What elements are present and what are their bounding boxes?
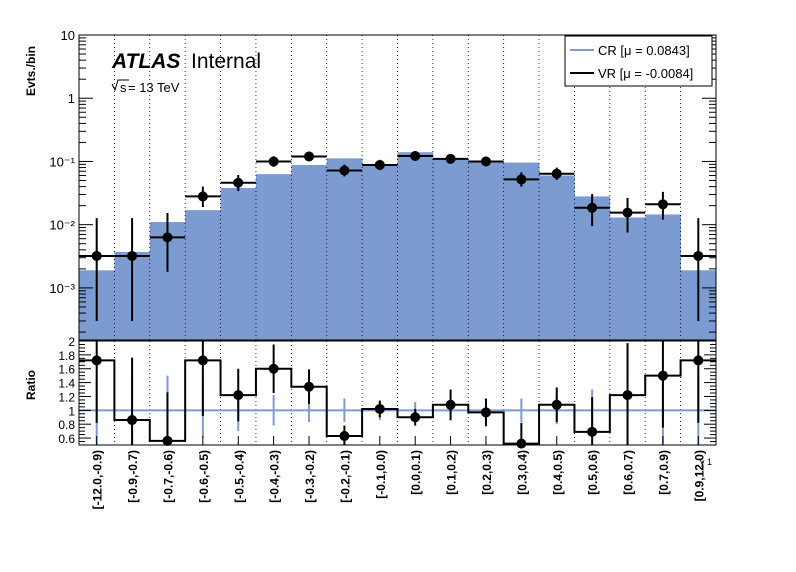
x-tick-label: [0.4,0.5) (551, 450, 565, 495)
x-tick-label: [0.6,0.7) (622, 450, 636, 495)
ratio-point (622, 390, 633, 401)
ratio-point (445, 399, 456, 410)
x-tick-label: [-0.7,-0.6) (161, 450, 175, 503)
vr-point (127, 250, 138, 261)
vr-point (480, 156, 491, 167)
internal-label: Internal (191, 50, 261, 73)
vr-point (551, 168, 562, 179)
cr-bar (645, 214, 682, 340)
cr-bar (220, 188, 257, 340)
x-tick-label: [-0.5,-0.4) (232, 450, 246, 503)
cr-bar (255, 174, 292, 340)
legend-cr-label: CR [μ = 0.0843] (598, 43, 690, 58)
ratio-panel: 0.60.811.21.41.61.82 (58, 335, 717, 449)
x-tick-label: [-0.2,-0.1) (338, 450, 352, 503)
vr-point (339, 165, 350, 176)
legend: CR [μ = 0.0843] VR [μ = -0.0084] (564, 35, 713, 87)
vr-point (693, 250, 704, 261)
ratio-point (374, 403, 385, 414)
x-axis-label: γ 1 (700, 457, 712, 467)
ratio-y-axis-label: Ratio (24, 370, 38, 400)
vr-point (91, 250, 102, 261)
vr-point (445, 153, 456, 164)
ratio-point (551, 399, 562, 410)
ratio-y-tick-label: 1.2 (58, 390, 75, 404)
ratio-y-tick-label: 1.6 (58, 363, 75, 377)
cr-bar (291, 164, 328, 340)
ratio-y-tick-label: 1.4 (58, 377, 75, 391)
vr-point (622, 207, 633, 218)
x-tick-label: [-12.0,-0.9) (91, 450, 105, 509)
vr-point (162, 232, 173, 243)
ratio-y-tick-label: 1.8 (58, 349, 75, 363)
vr-point (587, 202, 598, 213)
vr-point (304, 151, 315, 162)
ratio-y-tick-label: 1 (68, 404, 75, 418)
cr-bar (609, 217, 646, 340)
sqrt-s-text: s (120, 80, 127, 95)
x-tick-label: [0.0,0.1) (409, 450, 423, 495)
vr-point (657, 199, 668, 210)
ratio-point (693, 355, 704, 366)
legend-box (564, 35, 713, 87)
x-tick-label: [0.7,0.9) (657, 450, 671, 495)
ratio-point (587, 426, 598, 437)
y-tick-label: 10⁻² (49, 218, 75, 233)
ratio-point (304, 381, 315, 392)
cr-bar (185, 210, 221, 340)
vr-point (374, 159, 385, 170)
y-tick-label: 10⁻³ (49, 281, 75, 296)
ratio-y-tick-label: 0.8 (58, 418, 75, 432)
cr-bar (539, 175, 575, 340)
cr-bar (432, 158, 469, 340)
energy-label: s = 13 TeV (111, 79, 180, 95)
y-tick-label: 10 (61, 28, 75, 43)
ratio-point (233, 390, 244, 401)
x-tick-label: [-0.1,0.0) (374, 450, 388, 499)
ratio-point (657, 370, 668, 381)
ratio-point (197, 355, 208, 366)
x-tick-label: [0.3,0.4) (515, 450, 529, 495)
cr-bar (362, 165, 398, 340)
vr-point (197, 191, 208, 202)
x-tick-label: [-0.3,-0.2) (303, 450, 317, 503)
ratio-point (410, 412, 421, 423)
cr-bar (397, 152, 434, 340)
x-tick-label: [-0.9,-0.7) (126, 450, 140, 503)
x-tick-label: [-0.6,-0.5) (197, 450, 211, 503)
cr-bar (503, 162, 540, 340)
x-tick-label: [0.2,0.3) (480, 450, 494, 495)
legend-vr-label: VR [μ = -0.0084] (598, 66, 693, 81)
x-tick-label: [0.5,0.6) (586, 450, 600, 495)
main-frame (78, 34, 717, 341)
vr-point (233, 177, 244, 188)
ratio-point (127, 415, 138, 426)
x-tick-label: [0.9,12.0) (692, 450, 706, 501)
y-tick-label: 10⁻¹ (49, 154, 75, 169)
y-tick-label: 1 (68, 91, 75, 106)
ratio-y-tick-label: 2 (68, 335, 75, 349)
ratio-point (480, 407, 491, 418)
vr-point (268, 156, 279, 167)
ratio-point (91, 355, 102, 366)
energy-text: = 13 TeV (128, 80, 180, 95)
x-tick-label: [-0.4,-0.3) (268, 450, 282, 503)
cr-bar (326, 158, 363, 340)
ratio-point (268, 363, 279, 374)
vr-point (410, 150, 421, 161)
y-axis-label: Evts./bin (24, 46, 38, 96)
atlas-label: ATLAS (111, 50, 180, 73)
ratio-step-line (79, 359, 716, 445)
vr-point (516, 174, 527, 185)
ratio-y-tick-label: 0.6 (58, 432, 75, 446)
x-tick-label: [0.1,0.2) (445, 450, 459, 495)
ratio-point (339, 430, 350, 441)
x-tick-labels: [-12.0,-0.9) [-0.9,-0.7) [-0.7,-0.6) [-0.6,… (91, 450, 707, 509)
cr-bar (468, 161, 505, 340)
